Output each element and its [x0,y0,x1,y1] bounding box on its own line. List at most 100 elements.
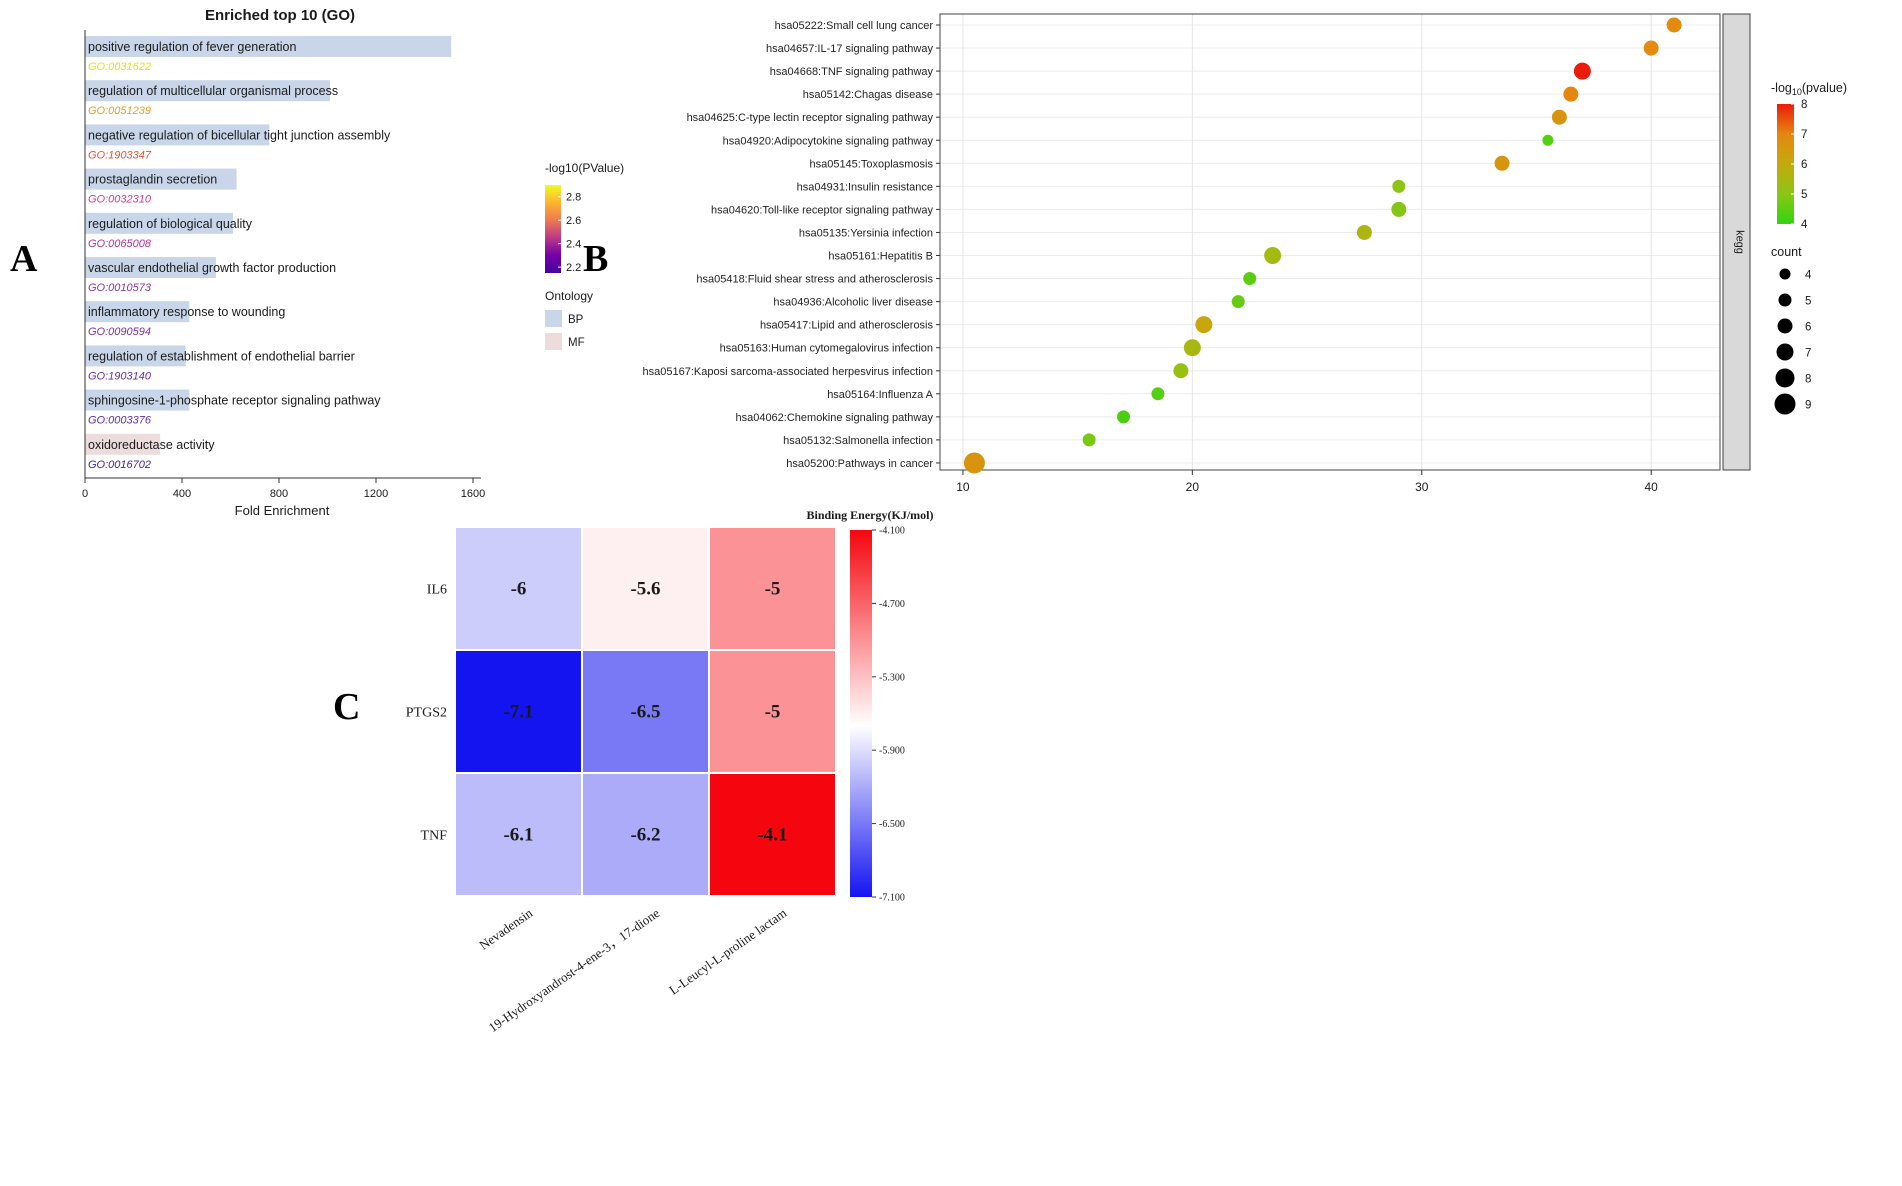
pathway-label: hsa04931:Insulin resistance [797,181,933,193]
pathway-dot [1542,134,1554,146]
heatmap-column-label: Nevadensin [476,905,535,953]
go-term-label: positive regulation of fever generation [88,40,297,54]
go-term-label: inflammatory response to wounding [88,305,285,319]
go-id-label: GO:0032310 [88,194,152,206]
heatmap-cell-value: -6.1 [503,825,533,846]
colorbar [850,530,872,897]
enrichment-bar [85,212,233,234]
legend-tick: 2.8 [566,192,581,204]
pathway-label: hsa05418:Fluid shear stress and atherosc… [696,274,933,286]
heatmap-column-label: L-Leucyl-L-proline lactam [666,905,789,997]
facet-strip [1722,13,1751,471]
go-term-label: prostaglandin secretion [88,173,217,187]
pathway-dot [1563,86,1579,102]
ontology-swatch [545,333,562,350]
count-dot [1779,268,1791,280]
heatmap-cell [581,649,710,774]
legend-tick: 6 [1801,159,1807,171]
go-term-label: regulation of multicellular organismal p… [88,84,338,98]
ontology-label: MF [568,337,585,349]
count-dot [1776,343,1794,361]
pathway-label: hsa05163:Human cytomegalovirus infection [720,343,933,355]
legend-tick: 5 [1801,189,1807,201]
legend-title: -log10(pvalue) [1771,81,1847,97]
pathway-label: hsa04620:Toll-like receptor signaling pa… [711,204,933,216]
heatmap-cell-value: -7.1 [503,702,533,723]
legend-tick: 2.2 [566,262,581,274]
go-id-label: GO:0003376 [88,415,152,427]
pvalue-gradient-bar [545,185,561,273]
heatmap-cell-value: -5 [765,579,781,600]
go-term-label: regulation of biological quality [88,217,253,231]
enrichment-bar [85,168,237,190]
go-id-label: GO:0090594 [88,326,151,338]
x-tick-label: 800 [270,488,288,500]
legend-tick: 2.4 [566,239,581,251]
pathway-dot [1643,40,1659,56]
heatmap-cell [708,772,837,897]
pathway-dot [1195,316,1213,334]
x-tick-label: 0 [82,488,88,500]
heatmap-cell-value: -5 [765,702,781,723]
enrichment-bar [85,124,270,146]
pathway-dot [1264,247,1282,264]
kegg-dot-plot: hsa05222:Small cell lung cancer hsa04657:… [643,13,1847,494]
pathway-label: hsa05200:Pathways in cancer [786,458,933,470]
pathway-label: hsa05132:Salmonella infection [783,435,933,447]
count-label: 4 [1805,270,1812,282]
count-dot [1777,318,1793,334]
panel-c-label: C [333,686,361,728]
pathway-label: hsa05417:Lipid and atherosclerosis [760,320,934,332]
heatmap-cell-value: -6 [511,579,527,600]
pathway-label: hsa05135:Yersinia infection [799,227,933,239]
pathway-label: hsa05164:Influenza A [827,389,933,401]
pathway-dot [1183,339,1201,357]
colorbar-tick: -5.300 [879,672,905,683]
heatmap-cell-value: -6.5 [630,702,660,723]
pathway-dot [1551,109,1567,125]
heatmap-cell [708,526,837,651]
pathway-label: hsa04920:Adipocytokine signaling pathway [723,135,934,147]
go-term-label: oxidoreductase activity [88,438,215,452]
colorbar-tick: -5.900 [879,746,905,757]
chart-a-title: Enriched top 10 (GO) [205,7,355,24]
heatmap-cell [454,649,583,774]
x-tick-label: 10 [956,480,970,494]
go-id-label: GO:0010573 [88,282,152,294]
pathway-dot [1391,201,1407,217]
heatmap-cell-value: -5.6 [630,579,660,600]
x-tick-label: 30 [1415,480,1429,494]
enrichment-bar [85,389,190,411]
pathway-dot [1082,433,1096,447]
legend-tick: 7 [1801,129,1807,141]
legend-tick: 4 [1801,219,1808,231]
x-axis-title: Fold Enrichment [235,503,330,518]
x-tick-label: 40 [1644,480,1658,494]
count-label: 5 [1805,296,1811,308]
pathway-label: hsa05142:Chagas disease [803,89,933,101]
heatmap-row-label: PTGS2 [406,706,447,721]
go-bar-chart: Enriched top 10 (GO) positive regulation … [82,7,624,518]
binding-energy-heatmap: IL6 -6 -5.6 -5 PTGS2 -7.1 -6.5 -5 TNF -6.1 -6.2 -4.… [406,508,934,1035]
count-label: 6 [1805,322,1811,334]
enrichment-bar [85,36,452,57]
colorbar-tick: -6.500 [879,819,905,830]
pathway-dot [1392,179,1406,193]
pathway-label: hsa04657:IL-17 signaling pathway [766,43,933,55]
go-id-label: GO:1903140 [88,370,152,382]
pathway-dot [1356,224,1372,240]
count-label: 8 [1805,374,1811,386]
go-term-label: regulation of establishment of endotheli… [88,349,355,363]
legend-tick: 8 [1801,99,1807,111]
pathway-dot [1173,363,1189,379]
heatmap-cell-value: -4.1 [757,825,787,846]
pathway-dot [1573,62,1591,80]
panel-a-label: A [10,238,38,280]
pathway-label: hsa05145:Toxoplasmosis [809,158,933,170]
count-dot [1774,393,1796,415]
legend-title: Ontology [545,289,593,303]
pathway-label: hsa05222:Small cell lung cancer [775,20,934,32]
go-id-label: GO:0031622 [88,61,151,73]
heatmap-cell [581,526,710,651]
pathway-label: hsa04936:Alcoholic liver disease [773,297,933,309]
